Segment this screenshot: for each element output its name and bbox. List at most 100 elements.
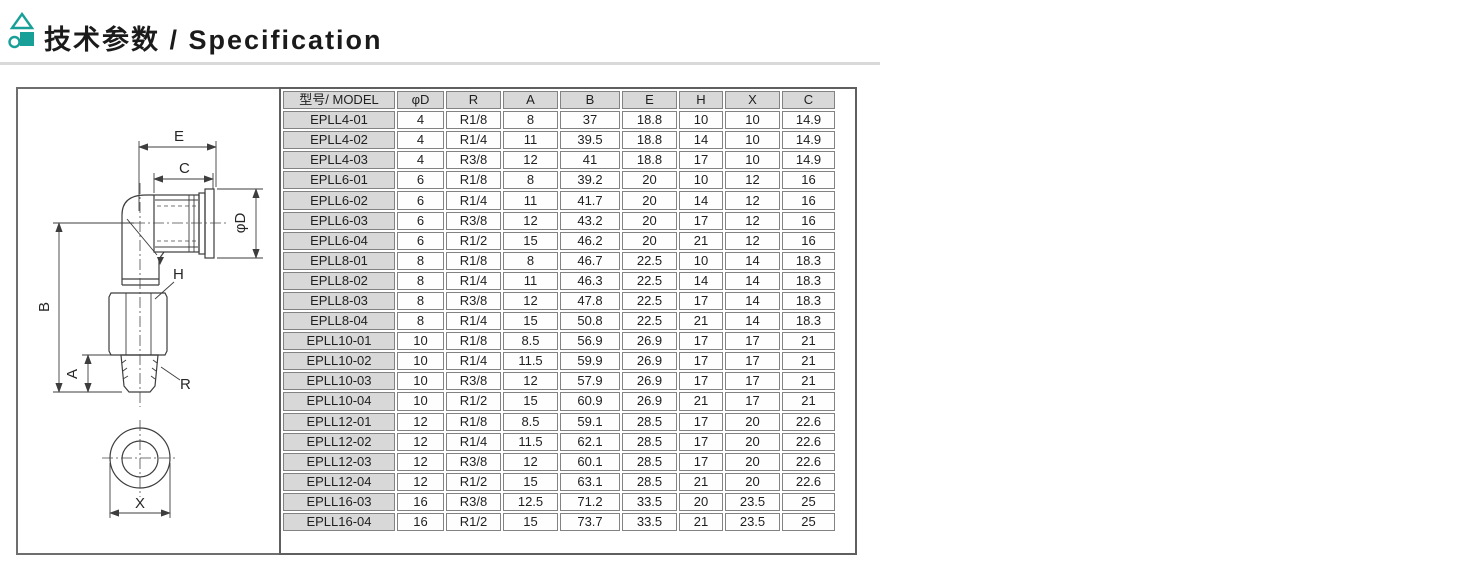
section-header: 技术参数 / Specification — [0, 0, 1471, 65]
value-cell: 21 — [679, 512, 723, 532]
value-cell: 59.9 — [560, 352, 620, 371]
value-cell: 8 — [397, 271, 444, 290]
value-cell: 12 — [725, 171, 780, 190]
value-cell: 71.2 — [560, 492, 620, 511]
value-cell: 26.9 — [622, 372, 677, 391]
value-cell: 12 — [725, 231, 780, 250]
column-header: E — [622, 91, 677, 110]
model-cell: EPLL4-02 — [283, 131, 395, 150]
value-cell: 57.9 — [560, 372, 620, 391]
value-cell: 33.5 — [622, 492, 677, 511]
value-cell: 8 — [503, 251, 558, 270]
value-cell: 10 — [397, 352, 444, 371]
value-cell: R1/2 — [446, 392, 501, 411]
model-cell: EPLL16-04 — [283, 512, 395, 532]
value-cell: R3/8 — [446, 291, 501, 311]
model-cell: EPLL16-03 — [283, 492, 395, 511]
column-header: 型号/ MODEL — [283, 91, 395, 110]
dimension-label-e: E — [174, 128, 184, 145]
value-cell: 11 — [503, 271, 558, 290]
value-cell: 22.6 — [782, 472, 835, 491]
value-cell: 6 — [397, 211, 444, 230]
value-cell: 73.7 — [560, 512, 620, 532]
value-cell: 17 — [725, 352, 780, 371]
table-row: EPLL6-04 6 R1/2 15 46.2 20 21 12 16 — [283, 231, 835, 250]
table-row: EPLL10-04 10 R1/2 15 60.9 26.9 21 17 21 — [283, 392, 835, 411]
value-cell: 17 — [679, 211, 723, 230]
value-cell: 14.9 — [782, 131, 835, 150]
value-cell: 60.1 — [560, 452, 620, 471]
value-cell: R1/2 — [446, 231, 501, 250]
value-cell: 14.9 — [782, 111, 835, 130]
header-divider — [0, 62, 880, 65]
value-cell: 16 — [782, 171, 835, 190]
table-row: EPLL6-03 6 R3/8 12 43.2 20 17 12 16 — [283, 211, 835, 230]
column-header: H — [679, 91, 723, 110]
geometric-shapes-icon — [8, 12, 35, 49]
value-cell: 37 — [560, 111, 620, 130]
column-header: C — [782, 91, 835, 110]
table-row: EPLL16-03 16 R3/8 12.5 71.2 33.5 20 23.5 25 — [283, 492, 835, 511]
label-h: H — [154, 266, 184, 300]
value-cell: 43.2 — [560, 211, 620, 230]
value-cell: 17 — [679, 372, 723, 391]
value-cell: R3/8 — [446, 211, 501, 230]
value-cell: 39.2 — [560, 171, 620, 190]
value-cell: 12 — [503, 452, 558, 471]
dimension-c: C — [153, 160, 214, 193]
value-cell: 21 — [679, 312, 723, 331]
value-cell: 18.8 — [622, 111, 677, 130]
dimension-label-b: B — [36, 302, 53, 312]
value-cell: 56.9 — [560, 332, 620, 351]
model-cell: EPLL10-04 — [283, 392, 395, 411]
column-header: B — [560, 91, 620, 110]
value-cell: 21 — [679, 472, 723, 491]
dimension-label-phi-d: φD — [232, 213, 249, 234]
value-cell: R1/4 — [446, 432, 501, 451]
model-cell: EPLL6-03 — [283, 211, 395, 230]
value-cell: 21 — [782, 372, 835, 391]
value-cell: 10 — [679, 171, 723, 190]
value-cell: 17 — [679, 352, 723, 371]
table-row: EPLL4-03 4 R3/8 12 41 18.8 17 10 14.9 — [283, 151, 835, 170]
value-cell: R1/2 — [446, 472, 501, 491]
value-cell: 17 — [679, 291, 723, 311]
value-cell: 17 — [725, 392, 780, 411]
value-cell: 33.5 — [622, 512, 677, 532]
value-cell: 46.2 — [560, 231, 620, 250]
value-cell: R1/4 — [446, 312, 501, 331]
value-cell: 20 — [725, 472, 780, 491]
value-cell: 22.5 — [622, 271, 677, 290]
value-cell: 12 — [503, 151, 558, 170]
value-cell: 59.1 — [560, 412, 620, 431]
value-cell: 11 — [503, 191, 558, 210]
column-header: φD — [397, 91, 444, 110]
model-cell: EPLL8-01 — [283, 251, 395, 270]
value-cell: 22.5 — [622, 312, 677, 331]
model-cell: EPLL6-02 — [283, 191, 395, 210]
value-cell: 18.3 — [782, 251, 835, 270]
model-cell: EPLL12-02 — [283, 432, 395, 451]
model-cell: EPLL4-01 — [283, 111, 395, 130]
value-cell: 17 — [679, 412, 723, 431]
value-cell: 10 — [397, 372, 444, 391]
value-cell: 18.3 — [782, 291, 835, 311]
value-cell: 11 — [503, 131, 558, 150]
value-cell: 14 — [725, 312, 780, 331]
value-cell: 14 — [725, 251, 780, 270]
value-cell: 17 — [679, 332, 723, 351]
dimension-label-c: C — [179, 160, 190, 177]
value-cell: 10 — [679, 251, 723, 270]
value-cell: R1/4 — [446, 352, 501, 371]
value-cell: 14 — [679, 191, 723, 210]
value-cell: 15 — [503, 512, 558, 532]
value-cell: 15 — [503, 392, 558, 411]
value-cell: 17 — [679, 151, 723, 170]
value-cell: 22.5 — [622, 291, 677, 311]
value-cell: 62.1 — [560, 432, 620, 451]
table-row: EPLL6-01 6 R1/8 8 39.2 20 10 12 16 — [283, 171, 835, 190]
model-cell: EPLL6-01 — [283, 171, 395, 190]
spec-table-box: 型号/ MODEL φD R A B E H X C EPLL4-01 4 R1/8 8 37 18.8 1… — [279, 87, 857, 555]
value-cell: 4 — [397, 131, 444, 150]
